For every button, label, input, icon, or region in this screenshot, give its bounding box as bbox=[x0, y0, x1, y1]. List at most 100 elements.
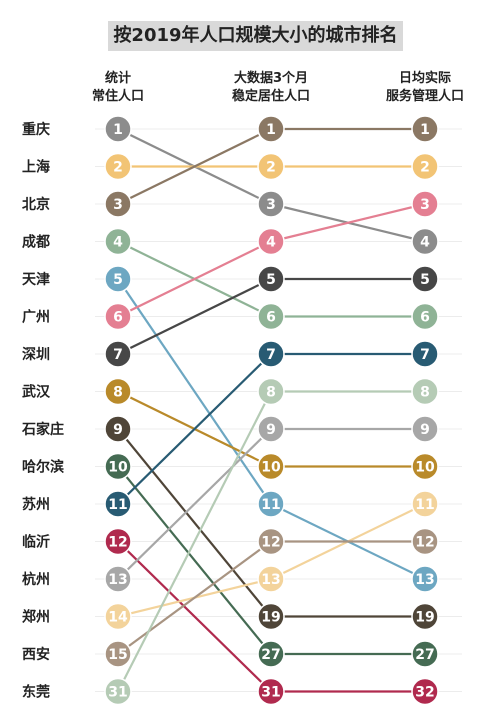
chart-title: 按2019年人口规模大小的城市排名 bbox=[113, 25, 398, 46]
rank-value-label: 8 bbox=[113, 385, 123, 401]
rank-value-label: 10 bbox=[261, 460, 281, 476]
city-label: 广州 bbox=[22, 309, 50, 326]
rank-value-label: 12 bbox=[415, 535, 434, 551]
rank-marker bbox=[257, 265, 285, 293]
rank-value-label: 19 bbox=[261, 610, 280, 626]
rank-marker bbox=[104, 340, 132, 368]
rank-connector-line bbox=[117, 353, 272, 505]
column-header-line2: 常住人口 bbox=[91, 89, 144, 104]
column-header-bigdata: 大数据3个月 稳定居住人口 bbox=[211, 70, 331, 106]
rank-marker bbox=[257, 677, 285, 706]
rank-connector-line bbox=[117, 465, 272, 655]
rank-value-label: 15 bbox=[108, 647, 127, 663]
rank-marker bbox=[411, 640, 439, 668]
rank-marker bbox=[257, 377, 285, 406]
rank-marker bbox=[411, 452, 439, 481]
rank-marker bbox=[257, 452, 285, 481]
city-label: 哈尔滨 bbox=[22, 459, 64, 476]
rank-marker bbox=[104, 152, 132, 181]
rank-value-label: 5 bbox=[266, 272, 276, 288]
rank-value-label: 7 bbox=[266, 347, 276, 363]
rank-value-label: 13 bbox=[261, 572, 280, 588]
city-label: 武汉 bbox=[22, 384, 51, 401]
rank-value-label: 8 bbox=[420, 385, 430, 401]
rank-value-label: 4 bbox=[420, 235, 430, 251]
rank-value-label: 27 bbox=[261, 647, 280, 663]
rank-marker bbox=[411, 602, 439, 631]
column-header-line2: 稳定居住人口 bbox=[231, 89, 310, 104]
rank-value-label: 12 bbox=[108, 535, 127, 551]
rank-marker bbox=[411, 415, 439, 443]
rank-value-label: 32 bbox=[415, 685, 434, 701]
rank-value-label: 2 bbox=[266, 160, 276, 176]
city-label: 石家庄 bbox=[21, 421, 64, 438]
rank-value-label: 1 bbox=[266, 122, 276, 138]
rank-marker bbox=[104, 265, 132, 293]
rank-value-label: 8 bbox=[266, 385, 276, 401]
rank-marker bbox=[104, 527, 132, 556]
rank-value-label: 1 bbox=[420, 122, 430, 138]
column-header-line1: 日均实际 bbox=[398, 71, 451, 86]
rank-marker bbox=[257, 152, 285, 181]
rank-marker bbox=[411, 190, 439, 218]
rank-value-label: 13 bbox=[108, 572, 127, 588]
rank-value-label: 7 bbox=[113, 347, 123, 363]
rank-connector-line bbox=[117, 428, 272, 580]
rank-marker bbox=[104, 640, 132, 668]
rank-marker bbox=[257, 190, 285, 218]
rank-value-label: 6 bbox=[113, 310, 123, 326]
rank-connector-line bbox=[117, 428, 272, 618]
city-label: 北京 bbox=[22, 196, 50, 213]
rank-connector-line bbox=[117, 240, 272, 318]
rank-marker bbox=[104, 565, 132, 593]
column-header-line1: 统计 bbox=[104, 71, 131, 86]
rank-value-label: 4 bbox=[113, 235, 123, 251]
rank-connector-line bbox=[117, 128, 272, 205]
rank-value-label: 6 bbox=[420, 310, 430, 326]
rank-marker bbox=[411, 152, 439, 181]
city-label: 天津 bbox=[22, 271, 50, 288]
rank-value-label: 6 bbox=[266, 310, 276, 326]
rank-marker bbox=[104, 452, 132, 481]
city-label: 深圳 bbox=[22, 346, 50, 363]
city-label: 苏州 bbox=[22, 496, 50, 513]
rank-value-label: 11 bbox=[261, 497, 280, 513]
rank-marker bbox=[411, 265, 439, 293]
city-label: 重庆 bbox=[22, 121, 50, 138]
rank-marker bbox=[411, 565, 439, 593]
rank-value-label: 14 bbox=[108, 610, 128, 626]
rank-connector-line bbox=[117, 278, 272, 355]
rank-value-label: 5 bbox=[113, 272, 123, 288]
rank-value-label: 11 bbox=[415, 497, 434, 513]
city-label: 郑州 bbox=[22, 609, 50, 626]
rank-value-label: 9 bbox=[420, 422, 430, 438]
rank-connector-line bbox=[117, 278, 272, 505]
rank-marker bbox=[104, 227, 132, 256]
rank-value-label: 27 bbox=[415, 647, 434, 663]
rank-marker bbox=[411, 302, 439, 331]
rank-marker bbox=[257, 527, 285, 556]
rank-marker bbox=[104, 377, 132, 406]
chart-title-box: 按2019年人口规模大小的城市排名 bbox=[108, 21, 403, 51]
rank-value-label: 1 bbox=[113, 122, 123, 138]
rank-value-label: 3 bbox=[113, 197, 123, 213]
rank-value-label: 9 bbox=[113, 422, 123, 438]
city-label: 上海 bbox=[22, 159, 50, 176]
rank-connector-line bbox=[270, 202, 426, 243]
rank-value-label: 19 bbox=[415, 610, 434, 626]
rank-marker bbox=[257, 340, 285, 368]
rank-connector-line bbox=[117, 540, 272, 655]
rank-marker bbox=[257, 490, 285, 518]
rank-value-label: 12 bbox=[261, 535, 280, 551]
city-label: 杭州 bbox=[22, 571, 50, 588]
rank-marker bbox=[257, 640, 285, 668]
rank-marker bbox=[104, 302, 132, 331]
rank-marker bbox=[104, 490, 132, 518]
rank-value-label: 9 bbox=[266, 422, 276, 438]
column-header-census: 统计 常住人口 bbox=[58, 70, 178, 106]
rank-value-label: 10 bbox=[415, 460, 435, 476]
city-label: 临沂 bbox=[22, 534, 50, 551]
rank-marker bbox=[104, 677, 132, 706]
rank-marker bbox=[104, 415, 132, 443]
